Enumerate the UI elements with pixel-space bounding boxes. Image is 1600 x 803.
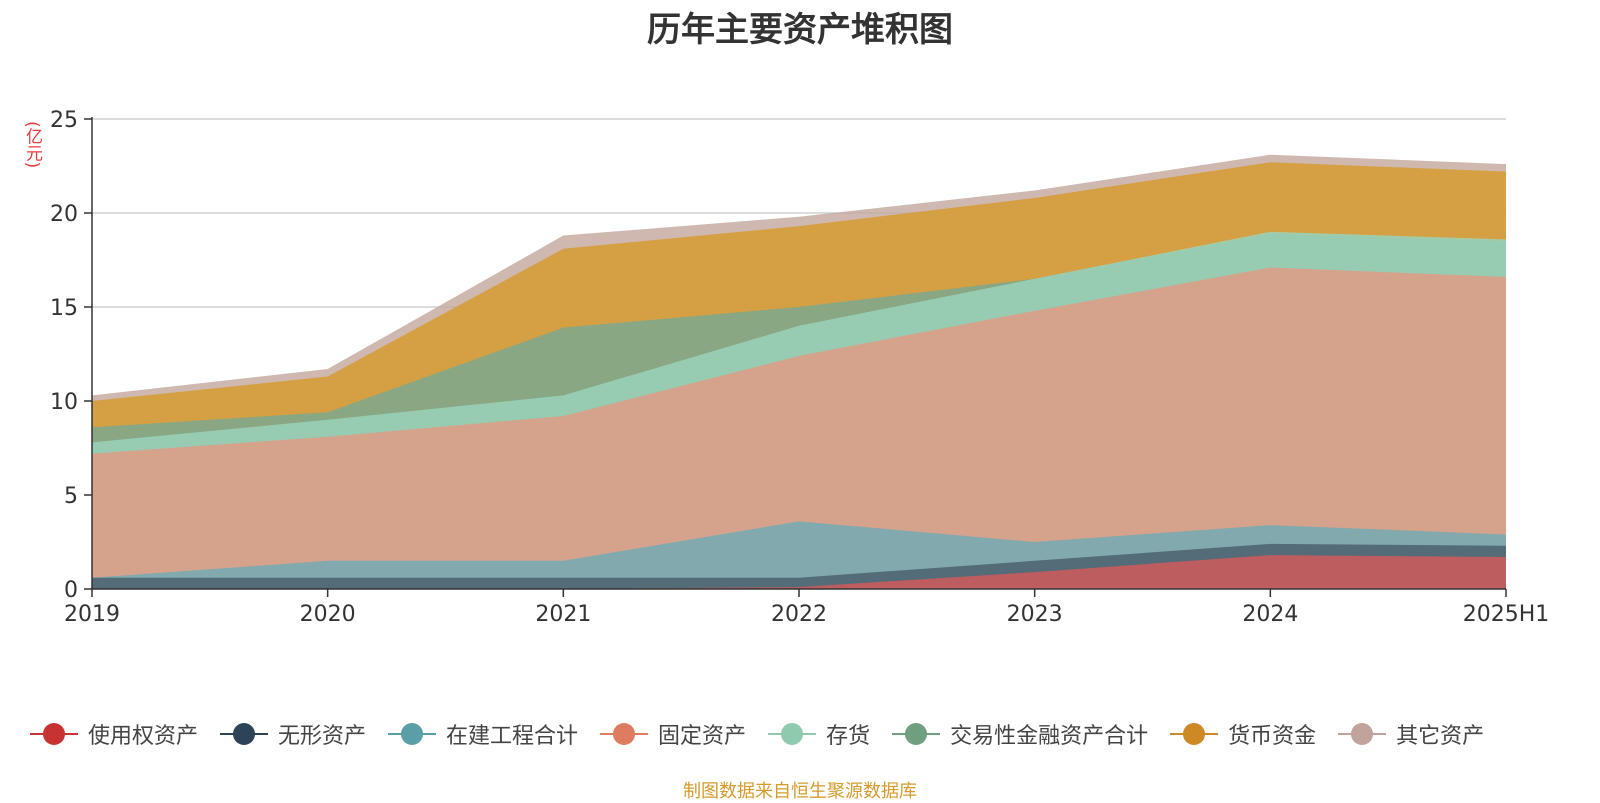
- x-tick-label: 2019: [64, 602, 120, 627]
- x-tick-label: 2023: [1007, 602, 1063, 627]
- legend-item[interactable]: 交易性金融资产合计: [892, 718, 1148, 750]
- legend-item[interactable]: 在建工程合计: [388, 718, 578, 750]
- chart-title: 历年主要资产堆积图: [647, 10, 953, 50]
- legend-item[interactable]: 其它资产: [1338, 718, 1484, 750]
- legend-marker-icon: [30, 722, 78, 746]
- legend-marker-icon: [1170, 722, 1219, 746]
- y-tick-label: 10: [50, 390, 78, 415]
- y-tick-label: 25: [50, 108, 78, 133]
- legend-marker-icon: [220, 722, 269, 746]
- y-tick-label: 5: [64, 484, 78, 509]
- legend-label: 存货: [826, 724, 871, 749]
- area-chart: 0 5 10 15 20 25 2019 2020 2021 2022 2023 2024 2025H1: [50, 108, 1549, 627]
- legend-marker-icon: [1338, 722, 1387, 746]
- legend-marker-icon: [388, 722, 437, 746]
- area-5: [92, 267, 1506, 589]
- y-tick-label: 20: [50, 202, 78, 227]
- legend-label: 无形资产: [278, 724, 367, 749]
- source-note: 制图数据来自恒生聚源数据库: [683, 781, 917, 802]
- legend-label: 使用权资产: [88, 724, 199, 749]
- legend-item[interactable]: 使用权资产: [30, 718, 198, 750]
- y-tick-label: 15: [50, 296, 78, 321]
- legend-item[interactable]: 货币资金: [1170, 718, 1316, 750]
- x-tick-label: 2025H1: [1463, 602, 1550, 627]
- legend-label: 在建工程合计: [446, 724, 579, 749]
- legend-label: 货币资金: [1228, 724, 1317, 749]
- x-tick-label: 2021: [535, 602, 591, 627]
- legend-label: 其它资产: [1396, 724, 1485, 749]
- x-tick-label: 2020: [300, 602, 356, 627]
- x-tick-label: 2024: [1242, 602, 1298, 627]
- y-axis-unit-label: (亿元): [22, 121, 42, 169]
- axes: 0 5 10 15 20 25 2019 2020 2021 2022 2023 2024 2025H1: [50, 108, 1549, 627]
- x-tick-label: 2022: [771, 602, 827, 627]
- legend-item[interactable]: 固定资产: [600, 718, 746, 750]
- legend-item[interactable]: 存货: [768, 718, 870, 750]
- legend-marker-icon: [600, 722, 649, 746]
- area-8: [92, 555, 1506, 589]
- legend-label: 固定资产: [658, 724, 747, 749]
- legend: 使用权资产 无形资产 在建工程合计 固定资产 存货 交易性金融资产合计 货币资金 其它资产: [30, 714, 1590, 754]
- legend-item[interactable]: 无形资产: [220, 718, 366, 750]
- legend-label: 交易性金融资产合计: [950, 724, 1149, 749]
- legend-marker-icon: [768, 722, 817, 746]
- series-areas: [92, 154, 1506, 590]
- y-tick-label: 0: [64, 578, 78, 603]
- legend-marker-icon: [892, 722, 941, 746]
